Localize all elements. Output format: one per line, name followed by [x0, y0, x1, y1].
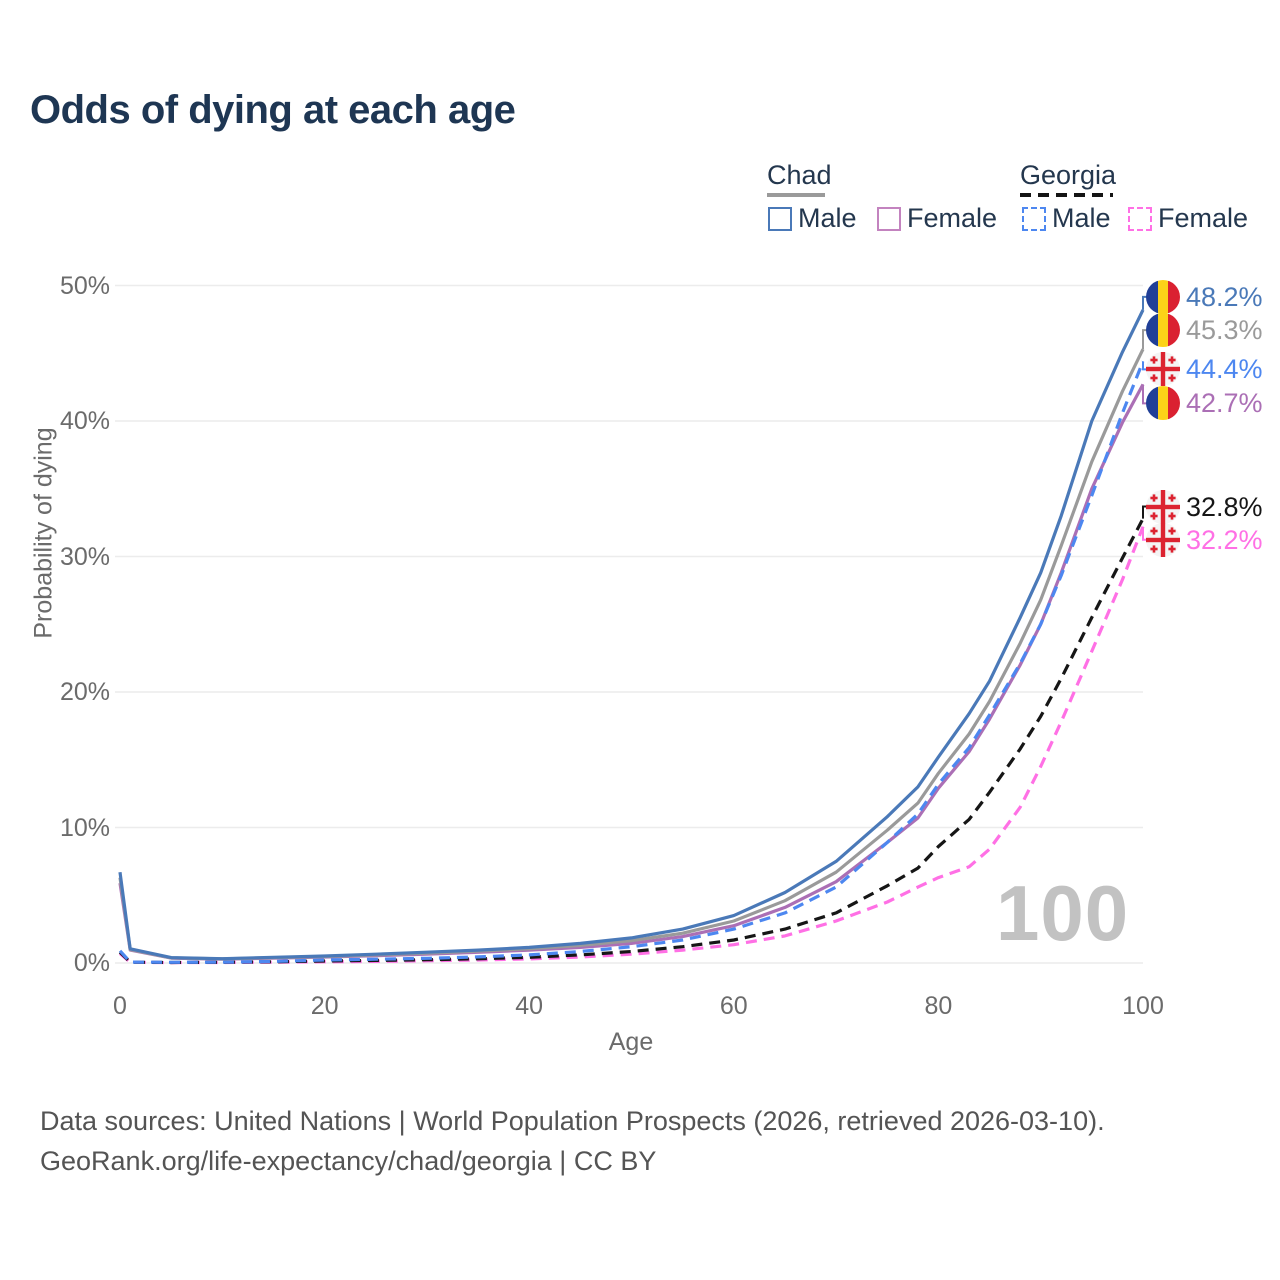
- x-tick-40: 40: [515, 992, 544, 1020]
- legend-label-chad-female: Female: [907, 203, 998, 233]
- end-label-georgia_all: 32.8%: [1146, 489, 1263, 524]
- chad-flag-icon: [1146, 386, 1180, 421]
- y-tick-10%: 10%: [59, 813, 110, 842]
- line-chad_male: [118, 309, 1145, 961]
- legend-label-georgia-female: Female: [1158, 203, 1249, 233]
- x-axis-title: Age: [608, 1028, 654, 1056]
- line-georgia_female: [118, 526, 1145, 965]
- x-tick-80: 80: [924, 992, 953, 1020]
- end-value-chad_female: 42.7%: [1186, 388, 1263, 419]
- y-tick-20%: 20%: [59, 678, 110, 706]
- end-label-georgia_female: 32.2%: [1146, 522, 1263, 557]
- end-label-chad_all: 45.3%: [1146, 313, 1263, 348]
- x-tick-60: 60: [719, 992, 748, 1020]
- chad-flag-icon: [1146, 313, 1180, 348]
- y-tick-40%: 40%: [59, 407, 110, 435]
- end-value-chad_male: 48.2%: [1186, 281, 1263, 312]
- y-tick-50%: 50%: [59, 271, 110, 300]
- end-value-georgia_male: 44.4%: [1186, 354, 1263, 385]
- legend-group-chad-label: Chad: [767, 160, 832, 190]
- legend-georgia-line-swatch: [1020, 193, 1113, 197]
- legend-swatch-chad-female: [877, 207, 901, 231]
- end-label-chad_male: 48.2%: [1146, 279, 1263, 314]
- line-georgia_all: [118, 517, 1145, 965]
- end-value-georgia_all: 32.8%: [1186, 491, 1263, 522]
- legend-chad-line-swatch: [767, 193, 825, 197]
- page-title: Odds of dying at each age: [30, 88, 516, 132]
- x-tick-20: 20: [310, 992, 339, 1020]
- y-tick-30%: 30%: [59, 542, 110, 571]
- data-sources-line: Data sources: United Nations | World Pop…: [40, 1106, 1105, 1136]
- x-tick-0: 0: [113, 992, 127, 1020]
- y-axis-title: Probability of dying: [29, 427, 58, 639]
- y-tick-0%: 0%: [73, 949, 110, 977]
- georgia-flag-icon: [1146, 489, 1180, 524]
- legend-label-georgia-male: Male: [1052, 203, 1111, 233]
- x-tick-100: 100: [1122, 992, 1164, 1020]
- end-label-chad_female: 42.7%: [1146, 386, 1263, 421]
- legend-group-georgia-label: Georgia: [1020, 160, 1117, 190]
- legend-swatch-chad-male: [768, 207, 792, 231]
- attribution-line: GeoRank.org/life-expectancy/chad/georgia…: [40, 1146, 657, 1176]
- legend-swatch-georgia-male: [1022, 207, 1046, 231]
- legend-swatch-georgia-female: [1128, 207, 1152, 231]
- end-value-chad_all: 45.3%: [1186, 315, 1263, 346]
- line-georgia_male: [118, 360, 1145, 964]
- georgia-flag-icon: [1146, 352, 1180, 387]
- age-watermark: 100: [996, 869, 1130, 957]
- line-chad_all: [118, 348, 1145, 961]
- chad-flag-icon: [1146, 279, 1180, 314]
- line-chad_female: [118, 383, 1145, 961]
- end-label-georgia_male: 44.4%: [1146, 352, 1263, 387]
- legend-label-chad-male: Male: [798, 203, 857, 233]
- end-value-georgia_female: 32.2%: [1186, 524, 1263, 555]
- georgia-flag-icon: [1146, 522, 1180, 557]
